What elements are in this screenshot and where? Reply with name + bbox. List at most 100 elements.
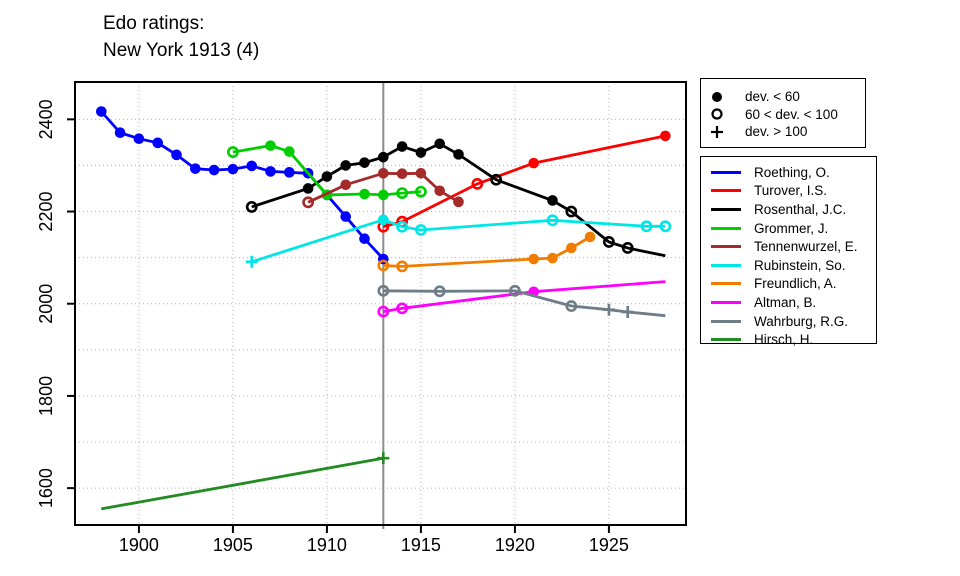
- point-roething-o-1906: [246, 160, 258, 172]
- point-roething-o-1901: [152, 137, 164, 149]
- point-roething-o-1902: [171, 149, 182, 161]
- point-rosenthal-j-c-1914: [396, 141, 408, 152]
- point-rosenthal-j-c-1910: [321, 171, 333, 182]
- point-rubinstein-so-1914: [396, 220, 409, 233]
- player-legend-label: Hirsch, H.: [754, 332, 814, 348]
- point-freundlich-a-1924: [584, 231, 596, 243]
- point-wahrburg-r-g-1923: [565, 300, 578, 312]
- series-roething-o: [96, 106, 389, 265]
- player-legend-label: Wahrburg, R.G.: [754, 313, 849, 329]
- y-tick-label-1800: 1800: [36, 376, 56, 416]
- point-tennenwurzel-e-1915: [415, 167, 427, 179]
- legend-color-sample: [711, 282, 741, 286]
- player-legend-item-altman-b: Altman, B.: [711, 293, 876, 312]
- plot-border: [74, 81, 687, 526]
- point-rosenthal-j-c-1923: [565, 205, 578, 218]
- chart-title-line1: Edo ratings:: [103, 13, 205, 34]
- marker-legend: dev. < 60 60 < dev. < 100 dev. > 100: [700, 78, 866, 148]
- chart-title-line2: New York 1913 (4): [103, 40, 260, 61]
- player-legend-label: Tennenwurzel, E.: [754, 239, 858, 255]
- player-legend-item-roething-o: Roething, O.: [711, 163, 876, 182]
- marker-legend-item-open: 60 < dev. < 100: [709, 106, 865, 124]
- point-rosenthal-j-c-1912: [359, 157, 370, 168]
- player-legend-label: Altman, B.: [754, 294, 817, 310]
- point-grommer-j-1915: [415, 185, 427, 198]
- chart-title: Edo ratings: New York 1913 (4): [103, 10, 259, 64]
- point-roething-o-1912: [359, 233, 370, 245]
- series-turover-i-s: [377, 130, 671, 233]
- point-grommer-j-1913: [378, 189, 389, 201]
- legend-color-sample: [711, 207, 741, 211]
- legend-color-sample: [711, 189, 741, 193]
- point-tennenwurzel-e-1909: [302, 196, 315, 209]
- point-roething-o-1907: [265, 166, 276, 177]
- series-hirsch-h: [101, 452, 390, 511]
- point-rosenthal-j-c-1909: [302, 183, 314, 194]
- x-tick-label-1915: 1915: [401, 535, 441, 555]
- point-rosenthal-j-c-1913: [378, 151, 389, 163]
- player-legend-item-tennenwurzel-e: Tennenwurzel, E.: [711, 237, 876, 256]
- open-marker-icon: [711, 108, 723, 120]
- series-altman-b: [377, 280, 666, 318]
- legend-color-sample: [711, 263, 741, 267]
- point-roething-o-1905: [227, 163, 239, 175]
- series-line-altman-b: [383, 280, 666, 313]
- point-tennenwurzel-e-1913: [378, 167, 389, 179]
- point-roething-o-1908: [284, 167, 295, 178]
- point-roething-o-1898: [96, 106, 107, 117]
- point-rosenthal-j-c-1925: [603, 236, 615, 248]
- marker-legend-item-plus: dev. > 100: [709, 123, 865, 141]
- legend-color-sample: [711, 300, 741, 304]
- point-turover-i-s-1918: [471, 177, 484, 190]
- player-legend-item-rosenthal-j-c: Rosenthal, J.C.: [711, 200, 876, 219]
- plus-marker-icon: [711, 125, 723, 138]
- point-roething-o-1904: [208, 164, 220, 176]
- x-tick-label-1920: 1920: [495, 535, 535, 555]
- player-legend-item-wahrburg-r-g: Wahrburg, R.G.: [711, 312, 876, 331]
- point-roething-o-1911: [340, 211, 352, 222]
- marker-legend-label: 60 < dev. < 100: [745, 106, 838, 122]
- point-freundlich-a-1913: [377, 259, 390, 272]
- point-rosenthal-j-c-1915: [415, 147, 427, 158]
- x-tick-label-1905: 1905: [213, 535, 253, 555]
- player-legend: Roething, O. Turover, I.S. Rosenthal, J.C.…: [700, 156, 877, 347]
- x-tick-label-1910: 1910: [307, 535, 347, 555]
- marker-legend-label: dev. < 60: [745, 89, 800, 105]
- series-freundlich-a: [377, 231, 596, 273]
- point-rosenthal-j-c-1906: [245, 201, 258, 213]
- point-grommer-j-1912: [359, 188, 370, 200]
- point-rosenthal-j-c-1917: [453, 149, 464, 160]
- series-rosenthal-j-c: [245, 138, 666, 258]
- player-legend-item-rubinstein-so: Rubinstein, So.: [711, 256, 876, 275]
- marker-legend-label: dev. > 100: [745, 124, 808, 140]
- y-tick-label-1600: 1600: [36, 468, 56, 508]
- series-tennenwurzel-e: [302, 167, 464, 209]
- point-rosenthal-j-c-1919: [490, 173, 503, 186]
- series-line-roething-o: [100, 110, 385, 260]
- point-turover-i-s-1921: [528, 157, 540, 169]
- x-tick-label-1900: 1900: [119, 535, 159, 555]
- legend-color-sample: [711, 338, 741, 342]
- point-freundlich-a-1921: [528, 253, 540, 265]
- player-legend-label: Freundlich, A.: [754, 276, 837, 292]
- point-roething-o-1903: [190, 163, 201, 174]
- point-rubinstein-so-1922: [546, 214, 559, 227]
- point-roething-o-1899: [114, 127, 126, 139]
- point-rosenthal-j-c-1911: [340, 160, 352, 171]
- point-grommer-j-1907: [265, 140, 276, 151]
- player-legend-item-grommer-j: Grommer, J.: [711, 219, 876, 238]
- player-legend-item-hirsch-h: Hirsch, H.: [711, 330, 876, 349]
- point-rubinstein-so-1928: [659, 220, 672, 233]
- point-rubinstein-so-1915: [415, 224, 427, 236]
- player-legend-label: Turover, I.S.: [754, 183, 828, 199]
- filled-marker-icon: [712, 91, 722, 102]
- point-altman-b-1914: [396, 302, 409, 315]
- point-tennenwurzel-e-1914: [396, 168, 408, 180]
- player-legend-item-freundlich-a: Freundlich, A.: [711, 275, 876, 294]
- point-wahrburg-r-g-1913: [377, 284, 390, 297]
- legend-color-sample: [711, 226, 741, 230]
- point-rubinstein-so-1913: [378, 214, 389, 226]
- legend-color-sample: [711, 245, 741, 249]
